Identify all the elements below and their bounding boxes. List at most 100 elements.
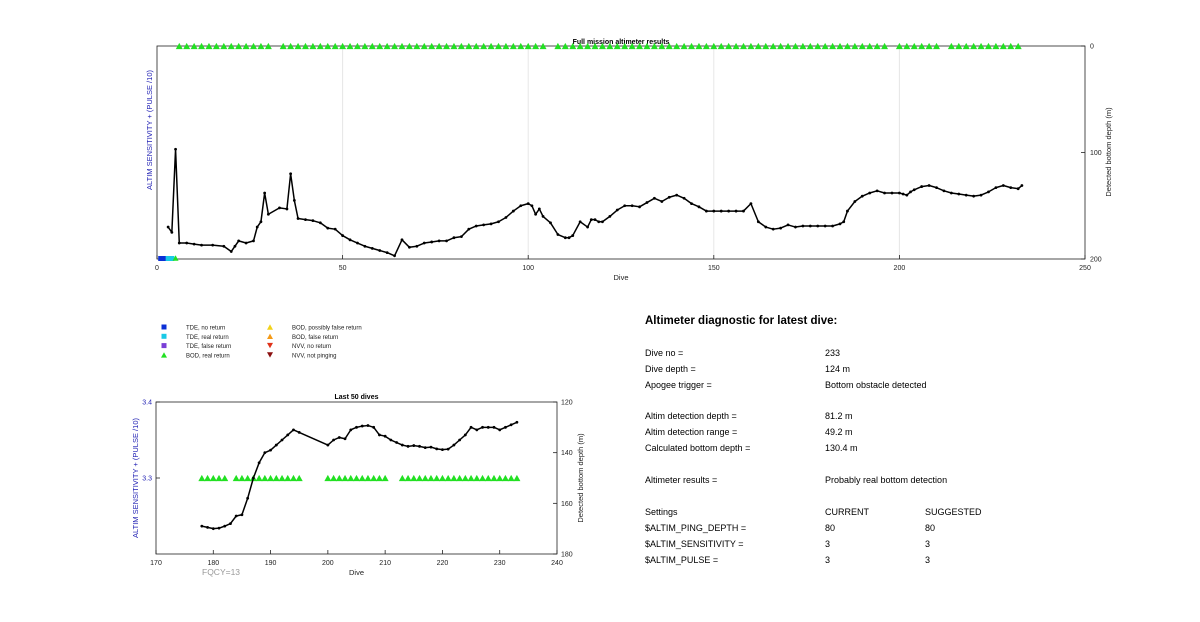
- x-tick-label: 220: [437, 560, 449, 567]
- bod-real-marker: [381, 474, 389, 482]
- depth-point: [222, 244, 226, 248]
- depth-point: [571, 234, 575, 237]
- depth-point: [883, 191, 886, 195]
- depth-point: [935, 186, 938, 190]
- bod-real-marker: [324, 474, 332, 482]
- depth-point: [166, 225, 170, 229]
- bod-real-marker: [933, 42, 941, 50]
- depth-point: [280, 438, 284, 442]
- legend-label: NVV, not pinging: [292, 353, 336, 359]
- y-right-tick-label: 200: [1090, 257, 1102, 264]
- depth-point: [383, 434, 387, 438]
- x-tick-label: 230: [494, 560, 506, 567]
- legend-marker: [267, 352, 273, 358]
- depth-point: [349, 428, 353, 432]
- diagnostic-label: Settings: [645, 507, 678, 517]
- depth-point: [430, 240, 434, 244]
- depth-point: [459, 235, 463, 239]
- depth-point: [645, 201, 649, 204]
- depth-point: [423, 446, 427, 449]
- bod-real-marker: [636, 42, 644, 50]
- depth-point: [255, 225, 259, 229]
- depth-point: [868, 191, 872, 195]
- bod-real-marker: [255, 474, 263, 482]
- bod-real-marker: [532, 42, 540, 50]
- depth-point: [949, 191, 953, 195]
- depth-point: [292, 428, 295, 432]
- depth-point: [263, 191, 267, 195]
- depth-point: [846, 209, 849, 213]
- depth-point: [749, 202, 753, 206]
- depth-point: [492, 425, 496, 429]
- bod-real-marker: [873, 42, 881, 50]
- diagnostic-label: Altim detection depth =: [645, 411, 737, 421]
- depth-point: [515, 420, 519, 424]
- depth-point: [556, 233, 560, 236]
- depth-point: [597, 220, 601, 224]
- bod-real-marker: [347, 474, 355, 482]
- depth-point: [393, 254, 396, 258]
- diagnostic-value: CURRENT: [825, 507, 869, 517]
- depth-point: [838, 222, 842, 226]
- depth-point: [229, 522, 232, 525]
- depth-point: [311, 219, 315, 223]
- depth-point: [363, 244, 367, 248]
- bod-real-marker: [628, 42, 636, 50]
- depth-point: [486, 425, 490, 429]
- bod-real-marker: [673, 42, 681, 50]
- bod-real-marker: [227, 42, 235, 50]
- depth-point: [400, 443, 404, 447]
- bod-real-marker: [903, 42, 911, 50]
- bod-real-marker: [215, 474, 223, 482]
- depth-point: [601, 220, 604, 224]
- y-right-tick-label: 140: [561, 450, 573, 457]
- y-left-tick-label: 3.4: [142, 400, 152, 407]
- bod-real-marker: [456, 474, 464, 482]
- bod-real-marker: [331, 42, 339, 50]
- depth-point: [269, 448, 272, 452]
- depth-point: [779, 226, 783, 230]
- depth-series-line: [167, 148, 1023, 257]
- depth-point: [445, 239, 448, 243]
- depth-point: [1001, 184, 1005, 187]
- bod-real-marker: [955, 42, 963, 50]
- depth-point: [289, 172, 293, 176]
- depth-point: [712, 209, 716, 213]
- diagnostic-value: 49.2 m: [825, 427, 853, 437]
- bod-real-marker: [484, 474, 492, 482]
- depth-point: [942, 189, 946, 193]
- legend-label: BOD, real return: [186, 353, 230, 359]
- depth-point: [589, 218, 593, 221]
- depth-point: [240, 513, 244, 517]
- depth-point: [764, 225, 768, 229]
- bod-real-marker: [895, 42, 903, 50]
- depth-point: [355, 425, 358, 429]
- bod-real-marker: [465, 42, 473, 50]
- bod-real-marker: [495, 42, 503, 50]
- x-tick-label: 50: [339, 265, 347, 272]
- legend-marker: [161, 352, 167, 358]
- bod-real-marker: [680, 42, 688, 50]
- x-tick-label: 200: [894, 265, 906, 272]
- bod-real-marker: [473, 474, 481, 482]
- bod-real-marker: [517, 42, 525, 50]
- depth-point: [786, 223, 790, 227]
- bod-real-marker: [220, 42, 228, 50]
- bod-real-marker: [450, 474, 458, 482]
- bod-real-marker: [806, 42, 814, 50]
- diagnostic-label: Altim detection range =: [645, 427, 738, 437]
- depth-point: [337, 436, 341, 439]
- bod-real-marker: [569, 42, 577, 50]
- depth-point: [1016, 187, 1020, 191]
- depth-point: [526, 202, 530, 206]
- depth-point: [469, 425, 473, 429]
- depth-point: [853, 200, 857, 203]
- bod-real-marker: [175, 42, 183, 50]
- bod-real-marker: [272, 474, 280, 482]
- bod-real-marker: [404, 474, 412, 482]
- bod-real-marker: [725, 42, 733, 50]
- depth-point: [979, 193, 983, 197]
- bod-real-marker: [287, 42, 295, 50]
- bod-real-marker: [754, 42, 762, 50]
- depth-point: [898, 191, 901, 195]
